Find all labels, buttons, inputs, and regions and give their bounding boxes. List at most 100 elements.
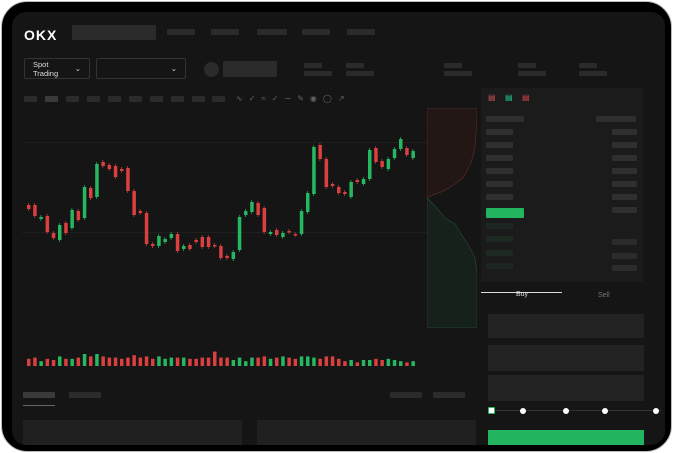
amount-input[interactable] (488, 345, 644, 371)
volume-bar (126, 357, 130, 366)
ask-price (486, 168, 513, 174)
candle (126, 168, 130, 191)
tab-open-orders[interactable] (23, 392, 55, 398)
volume-bar (293, 358, 298, 366)
nav-item[interactable] (302, 29, 330, 35)
bid-price (486, 223, 513, 229)
candle (64, 223, 68, 233)
bid-size (612, 265, 637, 271)
interval-button[interactable] (45, 96, 58, 102)
volume-bar (213, 351, 217, 366)
candle (349, 182, 353, 197)
bid-price (486, 236, 513, 242)
candle (219, 246, 223, 258)
amount-slider-track[interactable] (491, 410, 661, 411)
nav-item[interactable] (167, 29, 195, 35)
price-placeholder (223, 61, 277, 77)
slider-step-75[interactable] (602, 408, 608, 414)
interval-button[interactable] (108, 96, 121, 102)
nav-item[interactable] (347, 29, 375, 35)
interval-button[interactable] (192, 96, 205, 102)
volume-bar (355, 362, 360, 366)
pair-select[interactable]: ⌄ (96, 58, 186, 79)
tab-sell[interactable]: Sell (598, 292, 610, 299)
gridline (22, 142, 427, 143)
volume-bar (262, 356, 267, 366)
volume-bar (250, 357, 254, 366)
candle (95, 164, 99, 197)
candle (281, 233, 285, 237)
orderbook-both-icon[interactable]: ▤ (488, 93, 496, 102)
candle (39, 217, 43, 219)
drawing-tools-icon[interactable]: ∿✓≈✓∼✎◉◯↗ (236, 94, 351, 103)
slider-step-100[interactable] (653, 408, 659, 414)
candle (188, 245, 192, 249)
ask-price (486, 194, 513, 200)
candle (169, 234, 174, 238)
volume-bar (182, 357, 186, 366)
orderbook-sell-icon[interactable]: ▤ (522, 93, 530, 102)
interval-button[interactable] (129, 96, 142, 102)
candle (182, 246, 186, 249)
volume-bar (231, 360, 236, 366)
interval-button[interactable] (212, 96, 225, 102)
volume-bar (138, 357, 143, 366)
candle (411, 151, 415, 158)
candle (262, 208, 267, 232)
slider-step-25[interactable] (520, 408, 526, 414)
slider-step-50[interactable] (563, 408, 569, 414)
stat-value (579, 71, 607, 76)
stat-value (346, 71, 374, 76)
bid-price (486, 250, 513, 256)
depth-chart (427, 108, 477, 328)
volume-bar (318, 358, 322, 366)
volume-bar (392, 360, 397, 366)
price-input[interactable] (488, 314, 644, 338)
interval-button[interactable] (171, 96, 184, 102)
spot-trading-select[interactable]: Spot Trading ⌄ (24, 58, 90, 79)
candle (343, 192, 347, 194)
stat-value (518, 71, 546, 76)
volume-bar (343, 361, 347, 366)
candle (82, 187, 87, 218)
gridline (22, 232, 427, 233)
search-placeholder[interactable] (72, 25, 156, 40)
filter-button[interactable] (390, 392, 422, 398)
buy-submit-button[interactable] (488, 430, 644, 445)
orderbook-buy-icon[interactable]: ▤ (505, 93, 513, 102)
volume-bar (82, 354, 87, 366)
nav-item[interactable] (211, 29, 239, 35)
okx-logo[interactable]: OKX (24, 27, 58, 43)
bid-size (612, 239, 637, 245)
interval-button[interactable] (24, 96, 37, 102)
candle (268, 232, 273, 234)
total-input[interactable] (488, 375, 644, 401)
bottom-panel (23, 420, 242, 445)
tab-history[interactable] (69, 392, 101, 398)
tab-buy[interactable]: Buy (516, 291, 529, 298)
candle (361, 179, 366, 184)
interval-button[interactable] (66, 96, 79, 102)
candle (200, 237, 205, 247)
bottom-panel (257, 420, 476, 445)
candle (330, 184, 335, 186)
volume-bar (337, 358, 341, 366)
candle (318, 145, 322, 159)
candle (256, 203, 260, 215)
slider-handle[interactable] (488, 407, 495, 414)
candle (275, 230, 279, 235)
interval-button[interactable] (150, 96, 163, 102)
volume-bar (64, 358, 68, 366)
volume-bar (89, 356, 93, 366)
volume-bar (76, 357, 81, 366)
candlestick-chart[interactable] (12, 12, 482, 372)
candle (287, 231, 291, 233)
candle (293, 234, 298, 236)
volume-bar (206, 357, 211, 366)
volume-bar (324, 356, 329, 366)
volume-bar (399, 361, 403, 366)
filter-button[interactable] (433, 392, 465, 398)
nav-item[interactable] (257, 29, 287, 35)
stat-label (579, 63, 597, 68)
interval-button[interactable] (87, 96, 100, 102)
